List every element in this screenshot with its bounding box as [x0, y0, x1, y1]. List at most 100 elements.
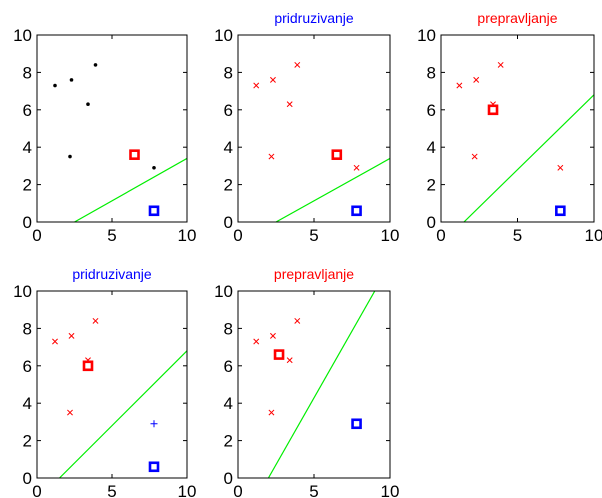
- x-tick-label: 5: [513, 226, 522, 245]
- subplot-title: pridruzivanje: [274, 10, 354, 26]
- y-tick-label: 4: [224, 138, 233, 157]
- y-tick-label: 8: [224, 63, 233, 82]
- x-tick-label: 5: [107, 226, 116, 245]
- x-tick-label: 0: [436, 226, 445, 245]
- data-point-x-marker: [497, 61, 504, 68]
- y-tick-label: 4: [224, 394, 233, 413]
- y-tick-label: 0: [427, 213, 436, 232]
- data-point-x-marker: [68, 332, 75, 339]
- data-point-x-marker: [286, 357, 293, 364]
- blue-prototype-square: [148, 461, 160, 473]
- data-point-dot: [68, 154, 72, 159]
- y-tick-label: 6: [23, 101, 32, 120]
- y-tick-label: 10: [214, 26, 233, 45]
- data-point-x-marker: [294, 61, 301, 68]
- subplot-5: prepravljanje 0 5 10 0 2 4 6 8 10: [214, 266, 399, 498]
- y-tick-label: 2: [427, 176, 436, 195]
- y-tick-label: 2: [23, 432, 32, 451]
- red-prototype-square: [331, 149, 343, 160]
- x-tick-label: 0: [32, 226, 41, 245]
- data-point-dot: [86, 102, 90, 106]
- data-point-x-marker: [456, 82, 463, 89]
- axes-frame: [237, 34, 391, 223]
- x-tick-label: 10: [178, 226, 197, 245]
- x-tick-label: 5: [309, 226, 318, 245]
- data-point-x-marker: [253, 82, 260, 89]
- data-point-x-marker: [270, 76, 276, 83]
- y-tick-label: 0: [224, 469, 233, 488]
- red-prototype-square: [129, 149, 140, 160]
- data-point-x-marker: [473, 76, 480, 83]
- y-tick-label: 2: [224, 432, 233, 451]
- y-tick-label: 0: [224, 213, 233, 232]
- blue-prototype-square: [148, 205, 160, 217]
- blue-prototype-square: [351, 418, 362, 430]
- extra-point-plus-marker: [150, 420, 158, 428]
- decision-line: [267, 291, 376, 478]
- y-tick-label: 4: [23, 394, 32, 413]
- x-tick-label: 5: [107, 482, 116, 498]
- y-tick-label: 8: [427, 63, 436, 82]
- data-point-x-marker: [471, 153, 478, 160]
- x-tick-label: 0: [233, 482, 242, 498]
- decision-line: [463, 94, 594, 222]
- data-point-x-marker: [294, 317, 301, 324]
- x-tick-label: 0: [32, 482, 41, 498]
- data-point-dot: [152, 165, 156, 170]
- data-point-dot: [69, 78, 74, 82]
- y-tick-label: 10: [13, 282, 32, 301]
- y-tick-label: 6: [23, 357, 32, 376]
- y-tick-label: 8: [224, 319, 233, 338]
- red-prototype-square: [487, 104, 499, 116]
- decision-line: [275, 157, 390, 222]
- y-tick-label: 10: [214, 282, 233, 301]
- x-tick-label: 10: [381, 482, 400, 498]
- y-tick-label: 2: [23, 176, 32, 195]
- blue-prototype-square: [555, 205, 566, 217]
- y-tick-label: 0: [23, 469, 32, 488]
- subplot-title: prepravljanje: [274, 266, 354, 282]
- x-tick-label: 5: [309, 482, 318, 498]
- data-point-x-marker: [286, 101, 293, 108]
- axes-frame: [237, 290, 391, 479]
- subplot-1: 0 5 10 0 2 4 6 8 10: [13, 26, 196, 245]
- data-point-x-marker: [557, 164, 564, 171]
- y-tick-label: 2: [224, 176, 233, 195]
- data-point-x-marker: [270, 332, 276, 339]
- axes-frame: [36, 290, 188, 479]
- subplot-2: pridruzivanje 0 5 10 0 2 4 6 8 10: [214, 10, 399, 245]
- data-point-x-marker: [253, 338, 260, 345]
- subplot-title: pridruzivanje: [72, 266, 152, 282]
- y-tick-label: 10: [417, 26, 436, 45]
- blue-prototype-square: [351, 205, 362, 217]
- y-tick-label: 4: [23, 138, 32, 157]
- data-point-dot: [53, 83, 57, 88]
- y-tick-label: 8: [23, 319, 32, 338]
- y-tick-label: 6: [224, 357, 233, 376]
- x-tick-label: 10: [381, 226, 400, 245]
- data-point-x-marker: [67, 409, 73, 416]
- x-tick-label: 10: [178, 482, 197, 498]
- x-tick-label: 0: [233, 226, 242, 245]
- data-point-x-marker: [353, 164, 360, 171]
- y-tick-label: 4: [427, 138, 436, 157]
- y-tick-label: 8: [23, 63, 32, 82]
- data-point-dot: [93, 63, 98, 67]
- y-tick-label: 6: [427, 101, 436, 120]
- decision-line: [74, 157, 187, 222]
- subplot-4: pridruzivanje 0 5 10 0 2 4 6 8 10: [13, 266, 196, 498]
- subplot-3: prepravljanje 0 5 10 0 2 4 6 8 10: [417, 10, 602, 245]
- red-prototype-square: [273, 349, 285, 360]
- axes-frame: [440, 34, 595, 223]
- y-tick-label: 0: [23, 213, 32, 232]
- decision-line: [59, 350, 187, 478]
- y-tick-label: 6: [224, 101, 233, 120]
- data-point-x-marker: [268, 409, 275, 416]
- axes-frame: [36, 34, 188, 223]
- data-point-x-marker: [92, 317, 99, 324]
- data-point-x-marker: [52, 338, 58, 345]
- data-point-x-marker: [268, 153, 275, 160]
- subplot-title: prepravljanje: [477, 10, 557, 26]
- x-tick-label: 10: [585, 226, 602, 245]
